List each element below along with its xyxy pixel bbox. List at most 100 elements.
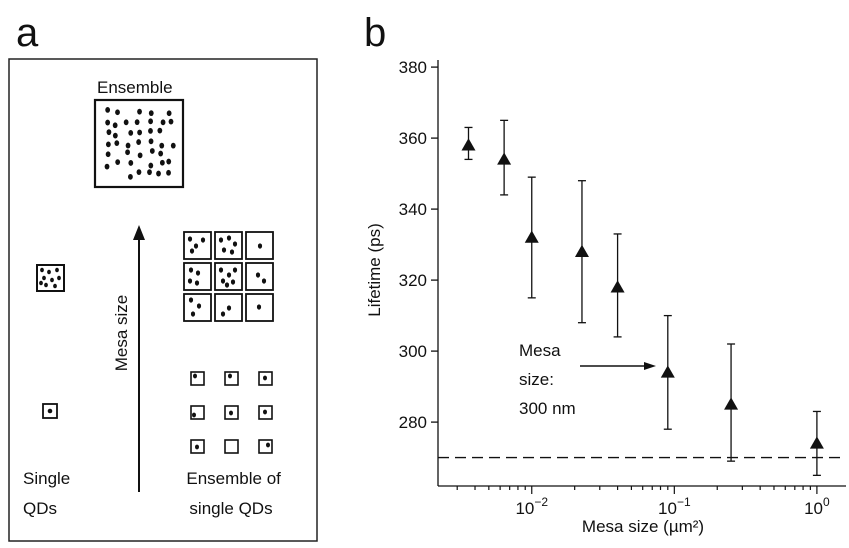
- triangle-marker: [461, 138, 476, 151]
- qd-dot: [137, 152, 143, 159]
- triangle-marker: [524, 230, 539, 243]
- grid-cell: [245, 293, 274, 322]
- qd-dot: [192, 412, 196, 418]
- single-qds-label: Single QDs: [23, 469, 75, 518]
- qd-dot: [190, 311, 196, 317]
- grid-cell: [258, 371, 273, 386]
- ensemble-of-single-qds-grid: [183, 231, 274, 322]
- qd-dot: [226, 305, 232, 311]
- qd-dot: [44, 282, 48, 288]
- qd-dot: [226, 235, 232, 241]
- qd-dot: [168, 118, 174, 125]
- panel-a-frame: [8, 58, 318, 542]
- qd-dot: [136, 139, 142, 145]
- qd-dot: [194, 280, 200, 286]
- mesa-annotation-line-2: size:: [519, 370, 554, 389]
- x-axis-ticks: 10−2 10−1 100: [456, 486, 830, 518]
- qd-dot: [188, 267, 194, 273]
- qd-dot: [230, 279, 236, 285]
- qd-dot: [232, 267, 238, 273]
- data-point: [574, 180, 589, 324]
- grid-cell: [190, 371, 205, 386]
- y-tick-label: 320: [399, 271, 427, 290]
- qd-dot: [137, 129, 143, 136]
- grid-cell: [245, 231, 274, 260]
- triangle-marker: [497, 152, 512, 165]
- qd-dot: [187, 236, 193, 242]
- data-point: [809, 410, 824, 477]
- qd-dot: [115, 109, 120, 116]
- qd-dot: [42, 275, 46, 281]
- panel-a-label: a: [16, 11, 39, 55]
- qd-dot: [148, 162, 154, 169]
- grid-cell: [190, 439, 205, 454]
- triangle-marker: [724, 397, 739, 410]
- grid-cell: [214, 293, 243, 322]
- single-qds-label-line-2: QDs: [23, 499, 57, 518]
- qd-dot: [200, 237, 206, 243]
- qd-dot: [195, 444, 199, 450]
- qd-dot: [47, 269, 51, 275]
- ensemble-of-single-qds-label-line-1: Ensemble of: [186, 469, 281, 488]
- y-tick-label: 300: [399, 342, 427, 361]
- qd-dot: [196, 303, 202, 309]
- grid-cell: [258, 439, 273, 454]
- qd-dot: [189, 248, 195, 254]
- qd-dot: [159, 159, 165, 166]
- qd-dot: [57, 275, 61, 281]
- qd-dot: [147, 169, 152, 176]
- grid-cell: [190, 405, 205, 420]
- qd-dot: [148, 118, 154, 125]
- single-qd-dot: [47, 408, 53, 414]
- qd-dot: [195, 270, 201, 276]
- qd-dot: [255, 272, 261, 278]
- triangle-marker: [574, 244, 589, 257]
- qd-dot: [123, 119, 129, 126]
- single-qds-grid: [190, 371, 273, 454]
- qd-dot: [220, 311, 226, 317]
- grid-cell: [183, 293, 212, 322]
- y-tick-label: 360: [399, 129, 427, 148]
- ensemble-dots: [104, 107, 176, 180]
- qd-dot: [128, 173, 133, 180]
- triangle-marker: [610, 280, 625, 293]
- qd-dot: [125, 142, 131, 149]
- qd-dot: [128, 160, 134, 166]
- mesa-annotation: Mesa size: 300 nm: [519, 341, 576, 418]
- qd-dot: [104, 163, 110, 170]
- data-point: [461, 126, 476, 161]
- lifetime-plot: 280 300 320 340 360 380 10−2 10−1 100 Lifetime …: [365, 58, 846, 536]
- grid-cell: [258, 405, 273, 420]
- qd-dot: [224, 282, 230, 288]
- qd-dot: [193, 373, 197, 379]
- qd-dot: [106, 129, 112, 136]
- qd-dot: [160, 119, 166, 126]
- x-tick-label: 10−1: [658, 495, 691, 518]
- single-qds-label-line-1: Single: [23, 469, 70, 488]
- grid-cell: [214, 262, 243, 291]
- grid-cell: [224, 439, 239, 454]
- grid-cell: [245, 262, 274, 291]
- qd-dot: [221, 247, 227, 253]
- grid-cell: [224, 371, 239, 386]
- mesa-annotation-arrow-head: [644, 362, 656, 370]
- qd-dot: [188, 297, 194, 303]
- qd-dot: [220, 278, 226, 284]
- panel-b: b 280 300 320 340 360 380 10−2 10−1 100 Lifetim…: [364, 11, 846, 536]
- qd-dot: [112, 132, 118, 139]
- qd-dot: [137, 108, 142, 115]
- data-points: [461, 119, 824, 477]
- qd-dot: [159, 142, 165, 149]
- qd-dot: [166, 110, 172, 117]
- qd-dot: [261, 278, 267, 284]
- grid-cell: [183, 231, 212, 260]
- qd-dot: [229, 249, 235, 255]
- y-tick-label: 280: [399, 413, 427, 432]
- data-point: [660, 314, 675, 430]
- qd-dot: [55, 267, 59, 273]
- qd-dot: [148, 138, 154, 145]
- single-qd-box: [42, 403, 58, 419]
- ensemble-of-single-qds-label-line-2: single QDs: [189, 499, 272, 518]
- mesa-size-arrow-label: Mesa size: [112, 295, 131, 372]
- qd-dot: [105, 119, 111, 126]
